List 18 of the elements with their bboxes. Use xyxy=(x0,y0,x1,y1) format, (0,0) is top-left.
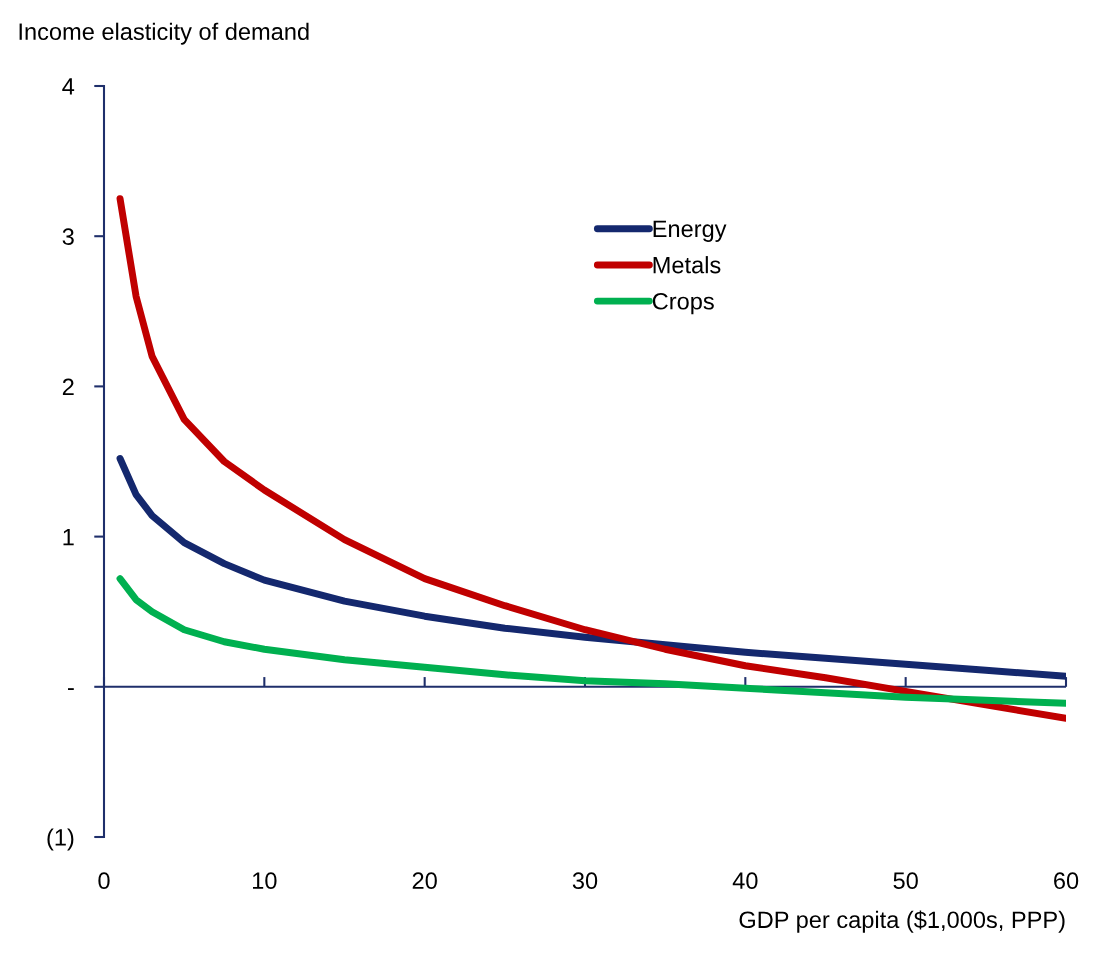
x-tick-label: 60 xyxy=(1054,872,1079,890)
y-tick-label: - xyxy=(68,688,74,691)
x-tick-label: 20 xyxy=(412,872,437,890)
legend-label: Crops xyxy=(652,292,714,315)
y-tick-label: 2 xyxy=(62,378,74,395)
x-tick-label: 10 xyxy=(253,872,277,890)
x-tick-label: 0 xyxy=(98,872,110,890)
y-tick-label: 4 xyxy=(62,78,75,95)
y-tick-label: 3 xyxy=(62,228,74,245)
legend-label: Metals xyxy=(653,256,721,274)
x-tick-label: 30 xyxy=(572,872,598,890)
y-axis-title: Income elasticity of demand xyxy=(19,22,309,45)
y-tick-label: (1) xyxy=(47,828,74,851)
y-tick-label: 1 xyxy=(63,528,74,546)
x-tick-label: 50 xyxy=(893,872,918,890)
legend-label: Energy xyxy=(653,220,727,242)
x-tick-label: 40 xyxy=(732,872,758,890)
x-axis-title: GDP per capita ($1,000s, PPP) xyxy=(739,910,1065,933)
